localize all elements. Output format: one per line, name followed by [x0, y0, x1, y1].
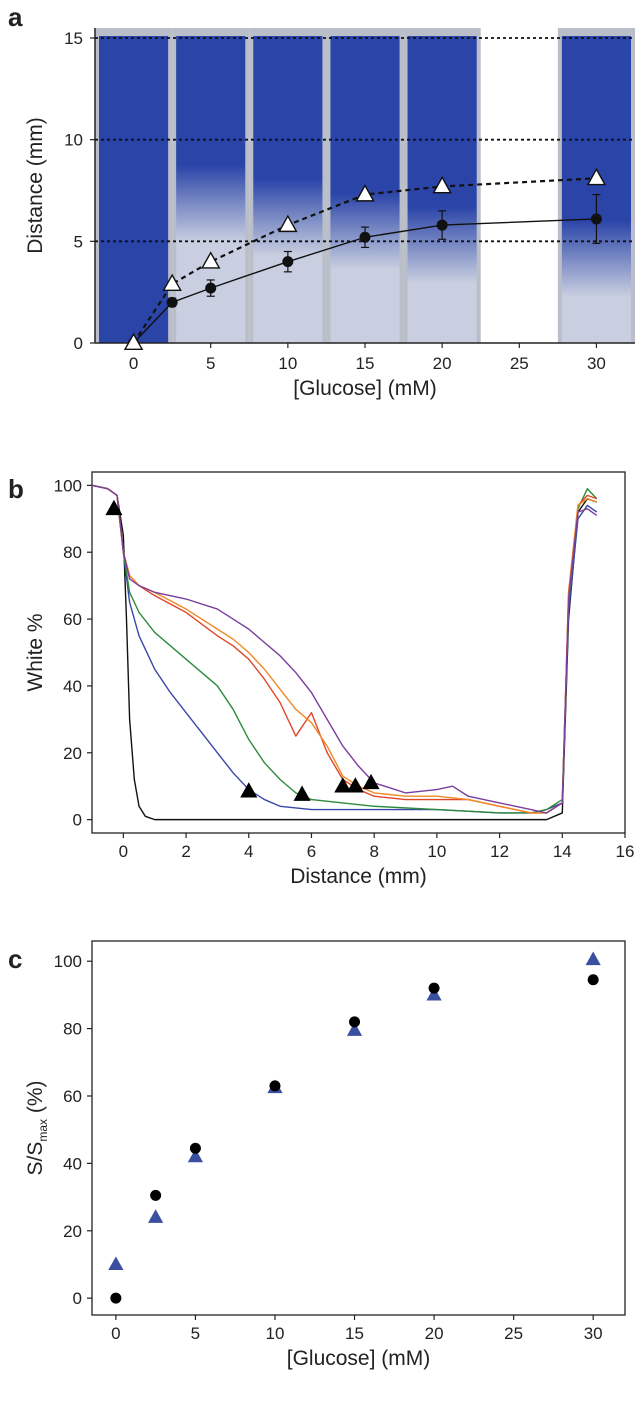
panel-letter-c: c — [8, 944, 22, 974]
b-ytick-label: 40 — [63, 677, 82, 696]
edge-marker-triangle — [105, 499, 123, 516]
data-point-circle — [269, 1080, 281, 1092]
a-xtick-label: 0 — [129, 354, 138, 373]
c-xtick-label: 5 — [191, 1324, 200, 1343]
b-x-axis-label: Distance (mm) — [290, 865, 427, 888]
panel-a: a 0 5 10 15 20 25 30 0 5 10 15 [Glucose] (mM) Distanc… — [8, 2, 635, 400]
b-xtick-label: 14 — [553, 842, 572, 861]
c-plot-frame — [91, 940, 626, 1316]
data-point-circle — [166, 296, 178, 308]
c-ytick-label: 0 — [73, 1289, 82, 1308]
data-point-triangle — [432, 175, 452, 194]
data-point-triangle — [346, 1022, 363, 1036]
c-xtick-label: 30 — [584, 1324, 603, 1343]
profile-line — [91, 484, 598, 814]
dye-strip — [253, 36, 323, 343]
data-point-triangle — [148, 1209, 164, 1223]
c-xtick-label: 20 — [425, 1324, 444, 1343]
c-ytick-label: 40 — [63, 1154, 82, 1173]
a-xtick-label: 10 — [278, 354, 297, 373]
c-ytick-label: 20 — [63, 1222, 82, 1241]
b-xtick-label: 4 — [244, 842, 253, 861]
b-plot-frame — [91, 471, 626, 834]
profile-line — [91, 484, 598, 814]
b-xtick-label: 8 — [369, 842, 378, 861]
data-point-triangle — [187, 1148, 204, 1163]
data-point-triangle — [108, 1256, 124, 1271]
c-xtick-label: 10 — [266, 1324, 285, 1343]
c-xtick-label: 0 — [111, 1324, 120, 1343]
a-ytick-label: 15 — [64, 29, 83, 48]
b-ytick-label: 20 — [63, 744, 82, 763]
a-xtick-label: 20 — [433, 354, 452, 373]
data-point-circle — [359, 231, 371, 243]
b-y-axis-label: White % — [24, 613, 47, 691]
profile-line — [91, 484, 598, 821]
data-point-triangle — [123, 332, 144, 350]
edge-marker-triangle — [334, 777, 352, 793]
c-y-label-sub: max — [36, 1119, 50, 1142]
data-point-circle — [428, 982, 440, 994]
edge-marker-triangle — [362, 773, 380, 790]
data-point-triangle — [586, 167, 607, 186]
edge-marker-triangle — [293, 785, 311, 801]
profile-line — [91, 484, 598, 814]
b-xtick-label: 2 — [181, 842, 190, 861]
data-point-triangle — [162, 273, 182, 292]
c-ytick-label: 80 — [63, 1020, 82, 1039]
a-xtick-label: 30 — [587, 354, 606, 373]
c-xtick-label: 15 — [345, 1324, 364, 1343]
profile-line — [91, 484, 598, 814]
data-point-circle — [189, 1142, 201, 1154]
panel-b: b 0 2 4 6 8 10 12 14 16 0 20 40 60 80 100 Distance (mm) W… — [8, 471, 635, 888]
a-xtick-label: 15 — [356, 354, 375, 373]
a-ytick-label: 0 — [74, 334, 83, 353]
data-point-triangle — [426, 986, 442, 1001]
profile-line — [91, 484, 598, 814]
a-ytick-label: 5 — [74, 232, 83, 251]
data-point-circle — [282, 256, 294, 268]
dye-strip — [561, 36, 631, 343]
a-xtick-label: 5 — [206, 354, 215, 373]
data-point-circle — [150, 1189, 162, 1201]
b-xtick-label: 16 — [616, 842, 635, 861]
b-ytick-label: 0 — [73, 811, 82, 830]
panel-letter-b: b — [8, 474, 24, 504]
b-xtick-label: 10 — [427, 842, 446, 861]
b-ytick-label: 80 — [63, 543, 82, 562]
data-point-circle — [436, 219, 448, 231]
panel-c: c 0 5 10 15 20 25 30 0 20 40 60 80 100 [Glucose] (mM) S… — [8, 940, 626, 1370]
a-y-axis-label: Distance (mm) — [24, 117, 47, 254]
data-point-triangle — [585, 951, 601, 966]
c-y-axis-label: S/Smax (%) — [24, 1080, 50, 1175]
c-x-axis-label: [Glucose] (mM) — [287, 1347, 431, 1370]
c-ytick-label: 60 — [63, 1087, 82, 1106]
b-xtick-label: 6 — [307, 842, 316, 861]
data-point-circle — [349, 1016, 361, 1028]
edge-marker-triangle — [346, 777, 364, 793]
b-ytick-label: 60 — [63, 610, 82, 629]
c-xtick-label: 25 — [504, 1324, 523, 1343]
data-point-circle — [110, 1292, 122, 1304]
data-point-triangle — [278, 214, 298, 233]
c-y-label-tail: (%) — [24, 1080, 47, 1119]
a-x-axis-label: [Glucose] (mM) — [293, 377, 437, 400]
b-xtick-label: 0 — [119, 842, 128, 861]
panel-letter-a: a — [8, 2, 23, 32]
data-point-triangle — [355, 184, 375, 202]
data-point-circle — [590, 213, 602, 225]
data-point-triangle — [200, 251, 221, 269]
a-ytick-label: 10 — [64, 131, 83, 150]
edge-marker-triangle — [240, 782, 258, 798]
a-xtick-label: 25 — [510, 354, 529, 373]
c-y-label-main: S/S — [24, 1142, 47, 1176]
dye-strip — [99, 36, 169, 343]
b-ytick-label: 100 — [54, 476, 82, 495]
c-ytick-label: 100 — [54, 952, 82, 971]
data-point-circle — [587, 974, 599, 986]
data-point-circle — [205, 282, 217, 294]
b-xtick-label: 12 — [490, 842, 509, 861]
